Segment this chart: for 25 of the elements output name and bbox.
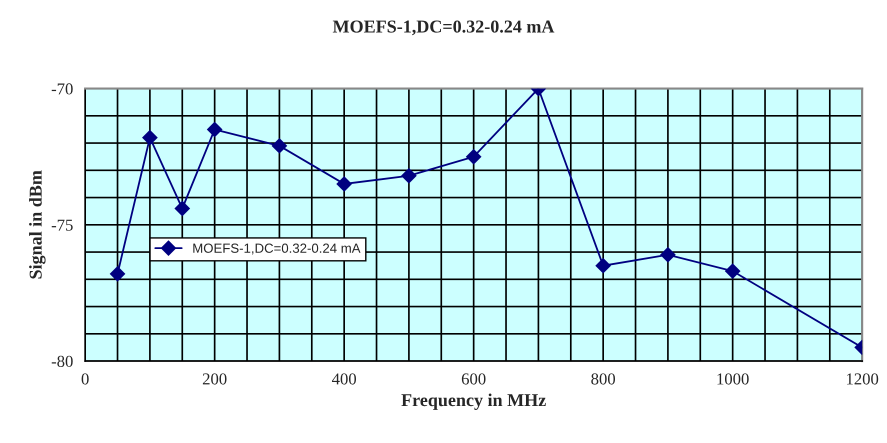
point — [401, 168, 416, 184]
legend-label: MOEFS-1,DC=0.32-0.24 mA — [193, 244, 361, 254]
point — [207, 122, 222, 138]
y-axis-title: Signal in dBm — [29, 170, 46, 279]
point — [174, 200, 190, 216]
x-tick-label: 1000 — [717, 373, 749, 385]
point — [142, 130, 158, 146]
chart-title: MOEFS-1,DC=0.32-0.24 mA — [332, 20, 554, 36]
point — [660, 247, 676, 262]
y-tick-label: -75 — [52, 220, 73, 231]
point — [596, 258, 611, 274]
x-tick-label: 200 — [202, 373, 227, 385]
point — [725, 264, 740, 279]
x-tick-label: 1200 — [846, 373, 878, 385]
x-axis-title: Frequency in MHz — [401, 394, 546, 410]
point — [466, 149, 482, 164]
x-tick-label: 400 — [332, 373, 356, 385]
point — [272, 138, 287, 154]
x-tick-label: 800 — [591, 373, 616, 385]
x-tick-label: 0 — [82, 373, 89, 385]
point — [110, 266, 126, 282]
x-tick-label: 600 — [462, 373, 486, 385]
y-tick-label: -80 — [52, 356, 73, 367]
point — [336, 176, 352, 192]
y-tick-label: -70 — [52, 83, 73, 95]
